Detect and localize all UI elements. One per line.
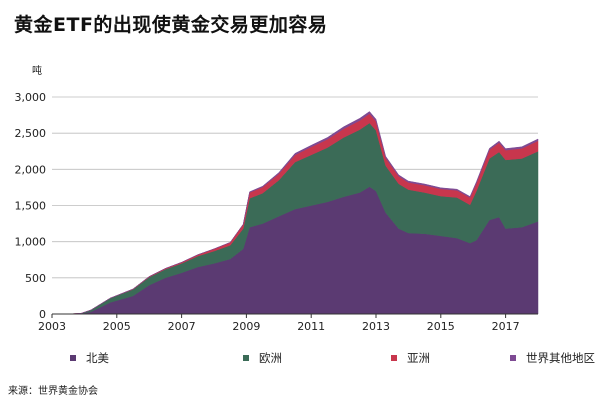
legend-item-1: 欧洲 xyxy=(243,350,282,366)
x-tick-label: 2017 xyxy=(492,320,520,333)
legend-item-3: 世界其他地区 xyxy=(510,350,595,366)
x-tick-label: 2007 xyxy=(168,320,196,333)
x-tick-label: 2011 xyxy=(297,320,325,333)
legend-swatch xyxy=(391,355,397,361)
y-tick-label: 500 xyxy=(25,272,46,285)
legend-swatch xyxy=(70,355,76,361)
x-tick-label: 2009 xyxy=(232,320,260,333)
y-tick-label: 2,500 xyxy=(15,127,47,140)
chart-title: 黄金ETF的出现使黄金交易更加容易 xyxy=(14,14,328,36)
x-tick-label: 2003 xyxy=(38,320,66,333)
legend-swatch xyxy=(510,355,516,361)
y-tick-label: 2,000 xyxy=(15,163,47,176)
y-tick-label: 0 xyxy=(39,308,46,321)
legend-label: 欧洲 xyxy=(259,351,282,365)
tick-labels: 0 500 1,000 1,500 2,000 2,500 3,000 2003 2005 200… xyxy=(15,91,520,333)
x-tick-label: 2013 xyxy=(362,320,390,333)
source-note: 来源：世界黄金协会 xyxy=(8,386,98,397)
legend-label: 世界其他地区 xyxy=(526,351,595,365)
y-axis-label: 吨 xyxy=(32,66,42,77)
legend-item-0: 北美 xyxy=(70,350,109,366)
axes xyxy=(51,313,538,318)
legend: 北美 欧洲 亚洲 世界其他地区 xyxy=(70,350,595,366)
legend-label: 亚洲 xyxy=(407,351,430,365)
x-tick-label: 2005 xyxy=(103,320,131,333)
legend-label: 北美 xyxy=(86,351,109,365)
area-series-3 xyxy=(52,111,539,315)
legend-swatch xyxy=(243,355,249,361)
legend-item-2: 亚洲 xyxy=(391,350,430,366)
area-series xyxy=(52,111,539,315)
y-tick-label: 3,000 xyxy=(15,91,47,104)
y-tick-label: 1,000 xyxy=(15,236,47,249)
x-tick-label: 2015 xyxy=(427,320,455,333)
y-tick-label: 1,500 xyxy=(15,200,47,213)
